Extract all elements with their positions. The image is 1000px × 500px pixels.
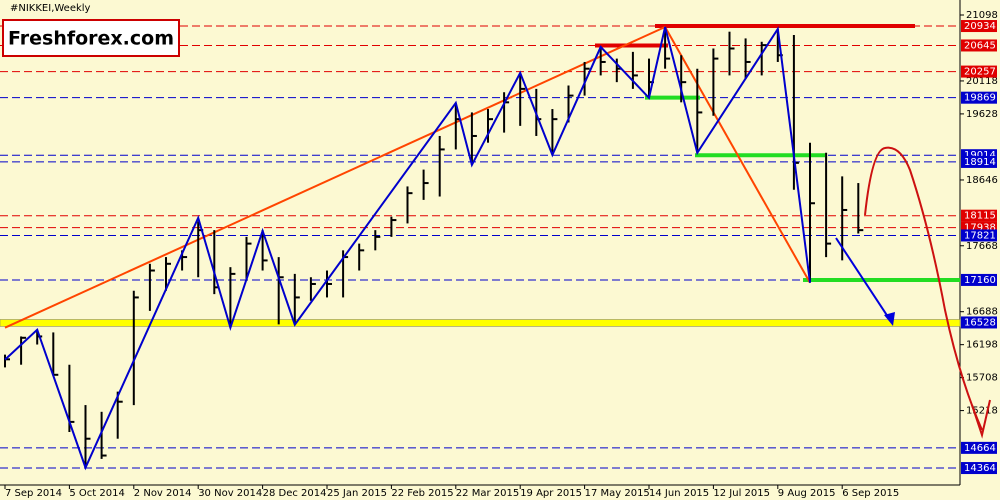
price-box <box>961 20 997 33</box>
price-box <box>961 155 997 168</box>
support-band <box>0 319 961 327</box>
price-label: 19014 <box>964 150 996 161</box>
price-label: 17938 <box>964 223 996 234</box>
price-box <box>961 229 997 242</box>
trendline <box>664 26 811 284</box>
x-tick-label: 9 Aug 2015 <box>778 488 836 499</box>
x-tick-label: 19 Apr 2015 <box>520 488 582 499</box>
x-tick-label: 22 Mar 2015 <box>456 488 519 499</box>
y-tick-label: 18646 <box>966 175 998 186</box>
price-box <box>961 39 997 52</box>
y-tick-label: 16198 <box>966 340 998 351</box>
price-box <box>961 209 997 222</box>
price-box <box>961 441 997 454</box>
trendline <box>4 26 666 329</box>
zigzag <box>4 26 811 471</box>
price-label: 19869 <box>964 93 996 104</box>
price-label: 17160 <box>964 275 996 286</box>
price-box <box>961 273 997 286</box>
forecast-arrow <box>835 237 891 321</box>
forecast-curve <box>864 146 983 431</box>
price-box <box>961 316 997 329</box>
arrow-head <box>884 312 895 326</box>
x-tick-label: 22 Feb 2015 <box>391 488 453 499</box>
y-tick-label: 19628 <box>966 109 998 120</box>
price-label: 20257 <box>964 67 996 78</box>
arrow-head <box>971 399 991 439</box>
x-tick-label: 28 Dec 2014 <box>263 488 327 499</box>
logo: Freshforex.com <box>8 28 174 50</box>
y-tick-label: 16688 <box>966 307 998 318</box>
logo-box <box>2 19 180 57</box>
y-tick-label: 17668 <box>966 241 998 252</box>
x-tick-label: 25 Jan 2015 <box>327 488 387 499</box>
price-label: 14664 <box>964 443 996 454</box>
x-tick-label: 5 Oct 2014 <box>69 488 124 499</box>
price-box <box>961 91 997 104</box>
x-tick-label: 14 Jun 2015 <box>649 488 709 499</box>
x-tick-label: 17 May 2015 <box>585 488 650 499</box>
price-label: 18914 <box>964 157 996 168</box>
price-label: 20645 <box>964 40 996 51</box>
x-tick-label: 6 Sep 2015 <box>842 488 899 499</box>
price-label: 16528 <box>964 317 996 328</box>
price-label: 18115 <box>964 211 996 222</box>
price-box <box>961 462 997 475</box>
x-tick-label: 12 Jul 2015 <box>713 488 770 499</box>
price-label: 14364 <box>964 463 996 474</box>
price-label: 20934 <box>964 21 996 32</box>
chart-title: #NIKKEI,Weekly <box>10 3 91 14</box>
y-tick-label: 20118 <box>966 76 998 87</box>
x-tick-label: 2 Nov 2014 <box>134 488 192 499</box>
x-tick-label: 7 Sep 2014 <box>5 488 62 499</box>
y-tick-label: 15708 <box>966 373 998 384</box>
x-tick-label: 30 Nov 2014 <box>198 488 262 499</box>
price-box <box>961 65 997 78</box>
y-tick-label: 21098 <box>966 10 998 21</box>
price-label: 17821 <box>964 230 996 241</box>
y-tick-label: 15218 <box>966 406 998 417</box>
